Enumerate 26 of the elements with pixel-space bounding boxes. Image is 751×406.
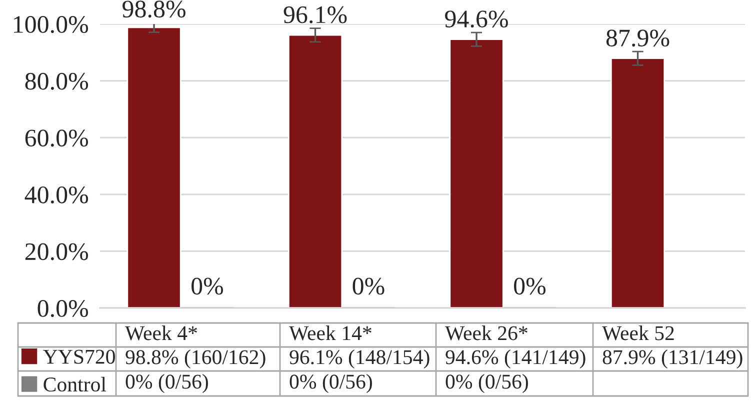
- annotation: 98.8%: [122, 0, 186, 18]
- x-tick-label: Week 52: [602, 326, 674, 340]
- y-tick-label: 20.0%: [25, 243, 88, 260]
- annotation: 96.1%: [284, 6, 347, 24]
- legend-label: YYS720: [43, 350, 115, 364]
- legend-label: Control: [44, 376, 106, 392]
- data-label: 87.9% (131/149): [602, 350, 742, 368]
- x-tick-label: Week 26*: [445, 326, 528, 340]
- y-tick-label: 60.0%: [25, 130, 88, 147]
- annotation: 94.6%: [445, 10, 508, 28]
- data-label: 0% (0/56): [290, 374, 372, 393]
- annotation: 87.9%: [606, 30, 670, 47]
- data-label: 0% (0/56): [446, 374, 528, 393]
- annotation: 0%: [514, 278, 546, 295]
- data-label: 98.8% (160/162): [126, 350, 266, 368]
- data-label: 96.1% (148/154): [290, 350, 430, 368]
- annotation: 0%: [352, 278, 384, 295]
- y-tick-label: 40.0%: [24, 186, 88, 204]
- x-tick-label: Week 4*: [125, 326, 197, 340]
- data-label: 94.6% (141/149): [446, 350, 586, 368]
- data-label: 0% (0/56): [126, 374, 208, 393]
- x-tick-label: Week 14*: [289, 326, 372, 340]
- y-tick-label: 100.0%: [14, 16, 88, 34]
- y-tick-label: 80.0%: [25, 72, 88, 90]
- y-tick-label: 0.0%: [38, 300, 88, 318]
- annotation: 0%: [192, 278, 224, 295]
